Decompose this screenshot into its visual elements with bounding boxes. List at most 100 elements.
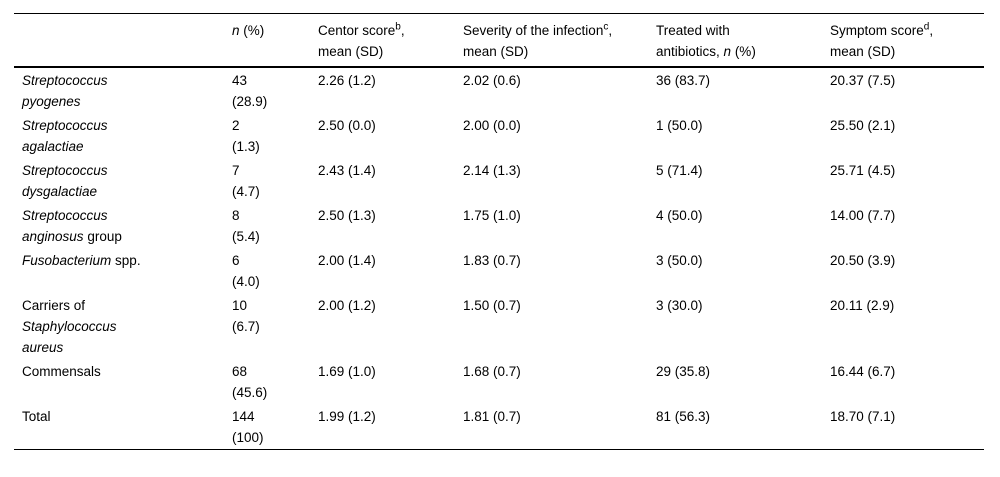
column-header-organism bbox=[14, 13, 232, 68]
text-segment: 1.50 (0.7) bbox=[463, 298, 521, 313]
row-name-cell: Streptococcus pyogenes bbox=[14, 67, 232, 113]
text-segment: (%) bbox=[239, 23, 265, 38]
row-name-cell: Total bbox=[14, 404, 232, 450]
text-segment: (100) bbox=[232, 430, 264, 445]
text-segment: anginosus bbox=[22, 229, 84, 244]
table-cell-symptom-score: 14.00 (7.7) bbox=[830, 203, 984, 248]
text-segment: (45.6) bbox=[232, 385, 268, 400]
table-cell-treated-with-antibiotics: 81 (56.3) bbox=[656, 404, 830, 450]
text-segment: 2.50 (1.3) bbox=[318, 208, 376, 223]
table-cell-severity-of-infection: 2.02 (0.6) bbox=[463, 67, 656, 113]
column-header-centor-score: Centor scoreb, mean (SD) bbox=[318, 13, 463, 68]
table-cell-symptom-score: 16.44 (6.7) bbox=[830, 359, 984, 404]
table-cell-severity-of-infection: 1.50 (0.7) bbox=[463, 293, 656, 359]
text-segment: mean (SD) bbox=[830, 44, 896, 59]
table-cell-centor-score: 2.00 (1.2) bbox=[318, 293, 463, 359]
text-segment: , bbox=[608, 23, 613, 38]
table-cell-centor-score: 2.50 (1.3) bbox=[318, 203, 463, 248]
text-segment: Carriers of bbox=[22, 298, 86, 313]
text-segment: group bbox=[83, 229, 122, 244]
table-cell-treated-with-antibiotics: 1 (50.0) bbox=[656, 113, 830, 158]
table-cell-severity-of-infection: 2.00 (0.0) bbox=[463, 113, 656, 158]
footnote-marker: c bbox=[603, 21, 609, 33]
table-cell-severity-of-infection: 1.81 (0.7) bbox=[463, 404, 656, 450]
table-cell-n-percent: 7 (4.7) bbox=[232, 158, 318, 203]
text-segment: (4.0) bbox=[232, 274, 260, 289]
text-segment: (%) bbox=[731, 44, 756, 59]
table-cell-n-percent: 10 (6.7) bbox=[232, 293, 318, 359]
text-segment: 1 (50.0) bbox=[656, 118, 703, 133]
table-cell-symptom-score: 25.71 (4.5) bbox=[830, 158, 984, 203]
table-cell-centor-score: 2.26 (1.2) bbox=[318, 67, 463, 113]
text-segment: agalactiae bbox=[22, 139, 84, 154]
text-segment: 6 bbox=[232, 253, 240, 268]
text-segment: Streptococcus bbox=[22, 118, 108, 133]
text-segment: 2.00 (1.4) bbox=[318, 253, 376, 268]
text-segment: (6.7) bbox=[232, 319, 260, 334]
text-segment: Symptom score bbox=[830, 23, 924, 38]
text-segment: 18.70 (7.1) bbox=[830, 409, 896, 424]
text-segment: Centor score bbox=[318, 23, 396, 38]
text-segment: 20.50 (3.9) bbox=[830, 253, 896, 268]
text-segment: 4 (50.0) bbox=[656, 208, 703, 223]
text-segment: 14.00 (7.7) bbox=[830, 208, 896, 223]
table-cell-treated-with-antibiotics: 3 (30.0) bbox=[656, 293, 830, 359]
text-segment: 20.37 (7.5) bbox=[830, 73, 896, 88]
text-segment: , bbox=[929, 23, 934, 38]
table-row: Total 144 (100) 1.99 (1.2) 1.81 (0.7) 81 (56.… bbox=[14, 404, 984, 450]
text-segment: Severity of the infection bbox=[463, 23, 604, 38]
table-row: Streptococcus dysgalactiae 7 (4.7) 2.43 (1.4… bbox=[14, 158, 984, 203]
row-name-cell: Streptococcus agalactiae bbox=[14, 113, 232, 158]
text-segment: Staphylococcus bbox=[22, 319, 117, 334]
text-segment: pyogenes bbox=[22, 94, 81, 109]
text-segment: 29 (35.8) bbox=[656, 364, 711, 379]
text-segment: 68 bbox=[232, 364, 248, 379]
text-segment: spp. bbox=[111, 253, 141, 268]
text-segment: aureus bbox=[22, 340, 64, 355]
results-table: n (%) Centor scoreb, mean (SD) Severity of … bbox=[14, 13, 984, 450]
table-cell-n-percent: 43 (28.9) bbox=[232, 67, 318, 113]
row-name-cell: Commensals bbox=[14, 359, 232, 404]
text-segment: 16.44 (6.7) bbox=[830, 364, 896, 379]
text-segment: , bbox=[400, 23, 405, 38]
text-segment: Streptococcus bbox=[22, 163, 108, 178]
text-segment: 8 bbox=[232, 208, 240, 223]
text-segment: 7 bbox=[232, 163, 240, 178]
table-cell-centor-score: 1.69 (1.0) bbox=[318, 359, 463, 404]
text-segment: 144 bbox=[232, 409, 255, 424]
table-cell-n-percent: 144 (100) bbox=[232, 404, 318, 450]
text-segment: 1.81 (0.7) bbox=[463, 409, 521, 424]
text-segment: 81 (56.3) bbox=[656, 409, 711, 424]
table-cell-centor-score: 2.43 (1.4) bbox=[318, 158, 463, 203]
text-segment: (1.3) bbox=[232, 139, 260, 154]
table-row: Streptococcus pyogenes 43 (28.9) 2.26 (1.2) 2… bbox=[14, 67, 984, 113]
table-cell-n-percent: 68 (45.6) bbox=[232, 359, 318, 404]
column-header-n-percent: n (%) bbox=[232, 13, 318, 68]
text-segment: Treated with bbox=[656, 23, 730, 38]
table-row: Commensals 68 (45.6) 1.69 (1.0) 1.68 (0.7) 29… bbox=[14, 359, 984, 404]
text-segment: (5.4) bbox=[232, 229, 260, 244]
text-segment: 3 (30.0) bbox=[656, 298, 703, 313]
row-name-cell: Streptococcus anginosus group bbox=[14, 203, 232, 248]
text-segment: Commensals bbox=[22, 364, 101, 379]
text-segment: 2.43 (1.4) bbox=[318, 163, 376, 178]
text-segment: antibiotics, bbox=[656, 44, 724, 59]
text-segment: 25.71 (4.5) bbox=[830, 163, 896, 178]
table-cell-symptom-score: 25.50 (2.1) bbox=[830, 113, 984, 158]
table-cell-severity-of-infection: 1.83 (0.7) bbox=[463, 248, 656, 293]
table-cell-centor-score: 1.99 (1.2) bbox=[318, 404, 463, 450]
text-segment: 2 bbox=[232, 118, 240, 133]
text-segment: Streptococcus bbox=[22, 73, 108, 88]
document-page: n (%) Centor scoreb, mean (SD) Severity of … bbox=[0, 13, 1000, 477]
table-cell-symptom-score: 20.11 (2.9) bbox=[830, 293, 984, 359]
row-name-cell: Fusobacterium spp. bbox=[14, 248, 232, 293]
table-row: Streptococcus agalactiae 2 (1.3) 2.50 (0.0) 2… bbox=[14, 113, 984, 158]
text-segment: 2.14 (1.3) bbox=[463, 163, 521, 178]
text-segment: 1.83 (0.7) bbox=[463, 253, 521, 268]
column-header-symptom-score: Symptom scored, mean (SD) bbox=[830, 13, 984, 68]
text-segment: 2.26 (1.2) bbox=[318, 73, 376, 88]
text-segment: Total bbox=[22, 409, 51, 424]
text-segment: mean (SD) bbox=[318, 44, 384, 59]
text-segment: 5 (71.4) bbox=[656, 163, 703, 178]
table-cell-treated-with-antibiotics: 5 (71.4) bbox=[656, 158, 830, 203]
